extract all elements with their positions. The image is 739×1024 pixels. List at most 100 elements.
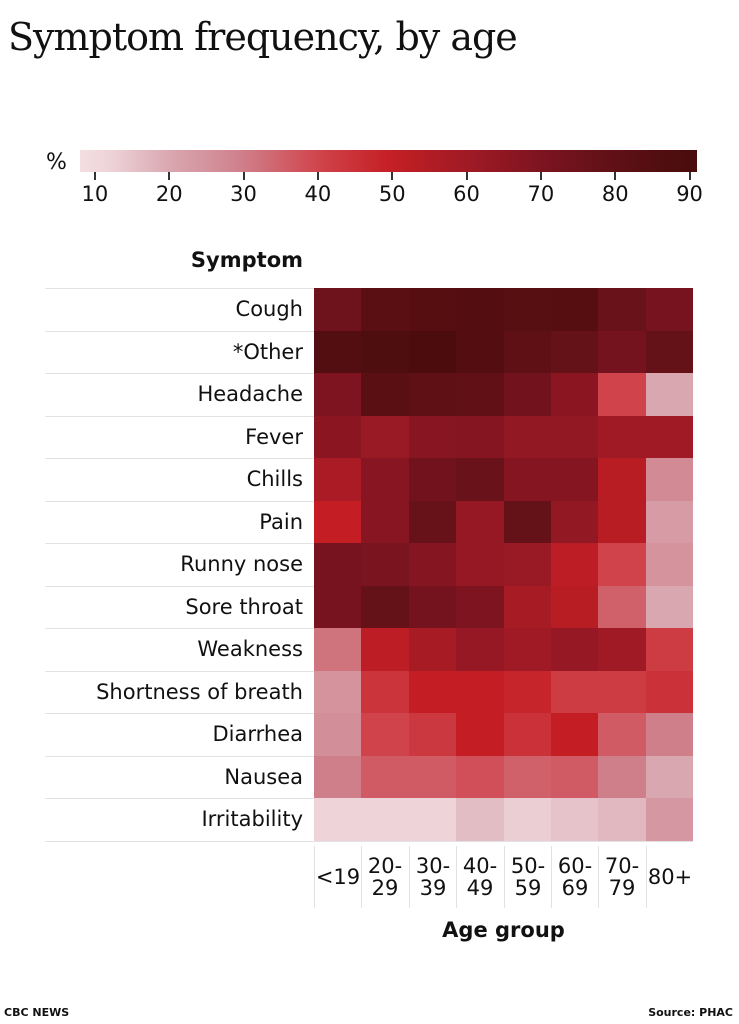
heatmap-cell [598, 458, 646, 501]
y-axis-title: Symptom [190, 248, 303, 272]
heatmap-cell [504, 331, 551, 373]
heatmap-cell [598, 331, 646, 373]
heatmap-cell [551, 586, 598, 628]
heatmap-cell [551, 373, 598, 416]
colorbar-tick [614, 172, 617, 180]
heatmap-cell [361, 543, 409, 586]
heatmap-cell [646, 373, 693, 416]
row-label: *Other [232, 340, 303, 364]
heatmap-cell [456, 458, 504, 501]
heatmap-cell [361, 586, 409, 628]
heatmap-cell [646, 798, 693, 841]
heatmap-cell [598, 628, 646, 671]
heatmap-cell [361, 373, 409, 416]
heatmap-cell [598, 756, 646, 798]
heatmap-cell [314, 671, 361, 713]
heatmap-cell [504, 458, 551, 501]
heatmap-cell [646, 331, 693, 373]
column-label-text: <19 [315, 865, 361, 889]
heatmap-cell [314, 756, 361, 798]
column-label-text: 29 [371, 876, 399, 900]
heatmap-cell [361, 416, 409, 458]
heatmap-cell [361, 671, 409, 713]
heatmap-cell [551, 628, 598, 671]
heatmap-cell [456, 798, 504, 841]
column-label: 80+ [646, 846, 693, 908]
column-label: 40- 49 [456, 846, 503, 908]
heatmap-cell [409, 713, 456, 756]
colorbar-tick [168, 172, 171, 180]
heatmap-cell [314, 543, 361, 586]
heatmap-cell [456, 543, 504, 586]
heatmap-cell [409, 501, 456, 543]
heatmap-cell [456, 671, 504, 713]
row-divider [45, 841, 693, 842]
colorbar-tick-label: 60 [453, 182, 480, 206]
column-label-text: 49 [466, 876, 494, 900]
row-label: Diarrhea [212, 722, 303, 746]
column-label-text: 59 [514, 876, 542, 900]
heatmap-cell [504, 501, 551, 543]
heatmap-cell [551, 331, 598, 373]
heatmap-cell [504, 586, 551, 628]
heatmap-cell [551, 458, 598, 501]
heatmap-cell [314, 628, 361, 671]
heatmap-cell [551, 501, 598, 543]
colorbar-tick-label: 10 [81, 182, 109, 206]
heatmap-cell [361, 331, 409, 373]
colorbar-tick [539, 172, 542, 180]
heatmap-cell [504, 288, 551, 331]
heatmap-cell [314, 501, 361, 543]
heatmap-cell [456, 713, 504, 756]
heatmap-cell [314, 373, 361, 416]
heatmap-cell [646, 586, 693, 628]
heatmap-cell [504, 628, 551, 671]
heatmap-cell [598, 288, 646, 331]
heatmap-cell [314, 713, 361, 756]
column-label-text: 80+ [647, 865, 693, 889]
column-label: 50- 59 [504, 846, 551, 908]
heatmap-cell [598, 543, 646, 586]
column-label-text: 79 [608, 876, 636, 900]
column-label: <19 [314, 846, 361, 908]
heatmap-cell [504, 756, 551, 798]
column-label-text: 40- [462, 854, 498, 878]
heatmap-cell [456, 331, 504, 373]
heatmap-cell [409, 543, 456, 586]
heatmap-cell [598, 798, 646, 841]
heatmap-cell [314, 416, 361, 458]
heatmap-cell [598, 671, 646, 713]
credit: CBC NEWS [4, 1006, 70, 1019]
heatmap-cell [314, 798, 361, 841]
heatmap-cell [409, 416, 456, 458]
heatmap-cell [646, 543, 693, 586]
colorbar-tick-label: 40 [304, 182, 332, 206]
heatmap-cell [551, 288, 598, 331]
heatmap-cell [504, 671, 551, 713]
heatmap-cell [504, 373, 551, 416]
colorbar-tick-label: 80 [601, 182, 629, 206]
heatmap-cell [456, 756, 504, 798]
heatmap-cell [551, 713, 598, 756]
row-label: Shortness of breath [96, 680, 303, 704]
row-label: Fever [245, 425, 303, 449]
heatmap-cell [409, 373, 456, 416]
row-label: Weakness [197, 637, 303, 661]
heatmap-cell [646, 671, 693, 713]
colorbar-tick [391, 172, 394, 180]
colorbar-tick [688, 172, 691, 180]
heatmap-cell [456, 373, 504, 416]
heatmap-cell [551, 798, 598, 841]
column-label: 30- 39 [409, 846, 456, 908]
row-label: Cough [235, 297, 303, 321]
heatmap-cell [646, 501, 693, 543]
heatmap-cell [409, 586, 456, 628]
heatmap-cell [504, 713, 551, 756]
source: Source: PHAC [648, 1006, 733, 1019]
column-label-text: 30- [415, 854, 451, 878]
heatmap-cell [314, 331, 361, 373]
row-label: Chills [246, 467, 303, 491]
colorbar [80, 150, 697, 172]
heatmap-cell [598, 713, 646, 756]
column-label: 60- 69 [551, 846, 598, 908]
